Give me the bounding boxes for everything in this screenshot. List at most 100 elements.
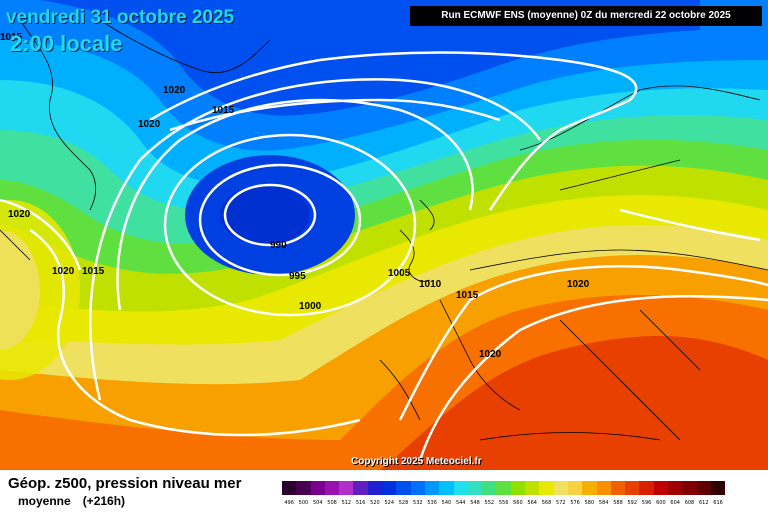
scale-tick-label: 608 [684, 500, 695, 506]
europe-north [469, 249, 768, 271]
scale-tick-label: 612 [698, 500, 709, 506]
scale-swatch [410, 481, 425, 495]
scandinavia [519, 85, 761, 151]
scale-swatch [639, 481, 654, 495]
scale-tick-label: 576 [570, 500, 580, 506]
scale-swatch [467, 481, 483, 495]
scale-swatch [424, 481, 440, 495]
pressure-label: 1000 [299, 301, 322, 312]
pressure-label: 1020 [52, 266, 75, 277]
pressure-label: 1020 [163, 85, 186, 96]
balkans [639, 309, 701, 371]
pressure-label: 1015 [456, 290, 479, 301]
scale-swatch [553, 481, 568, 495]
scale-tick-label: 536 [427, 500, 437, 506]
greenland-north [99, 19, 271, 74]
scale-tick-label: 564 [527, 500, 537, 506]
scale-swatch [682, 481, 697, 495]
scale-swatch [453, 481, 468, 495]
scale-tick-label: 596 [641, 500, 652, 506]
copyright: Copyright 2025 Meteociel.fr [351, 456, 482, 467]
scale-tick-label: 496 [284, 500, 294, 506]
run-info: Run ECMWF ENS (moyenne) 0Z du mercredi 2… [410, 6, 762, 26]
low-core-inner [220, 185, 310, 245]
chart-title: Géop. z500, pression niveau mer [8, 475, 242, 492]
scale-swatch [567, 481, 583, 495]
scale-tick-label: 532 [413, 500, 423, 506]
forecast-date: vendredi 31 octobre 2025 [6, 7, 235, 28]
greenland-coast [19, 19, 97, 211]
chart-subtitle: moyenne (+216h) [18, 494, 125, 508]
isobar-1015-north [169, 98, 501, 132]
isobar-995 [198, 163, 362, 277]
scale-swatch [696, 481, 711, 495]
subtitle-range: (+216h) [82, 494, 126, 508]
pressure-label: 1005 [388, 268, 411, 279]
map-svg: 1020 1015 1020 1020 1020 1015 990 995 10… [0, 0, 768, 470]
scale-swatch [396, 481, 411, 495]
pressure-labels: 1020 1015 1020 1020 1020 1015 990 995 10… [0, 32, 590, 360]
scale-swatch [382, 481, 397, 495]
isobar-1000 [163, 133, 417, 317]
scale-tick-label: 528 [398, 500, 409, 506]
canada-coast [0, 229, 31, 261]
scale-tick-label: 600 [656, 500, 666, 506]
isobar-1020-east [619, 208, 761, 242]
forecast-map: 1020 1015 1020 1020 1020 1015 990 995 10… [0, 0, 768, 470]
scale-tick-label: 520 [370, 500, 380, 506]
isobar-scand [488, 128, 561, 211]
scale-tick-label: 616 [713, 500, 723, 506]
color-scale-labels: 496 500 504 508 512 516 520 524 528 532 536 540 544 5… [282, 500, 725, 506]
scale-tick-label: 548 [470, 500, 480, 506]
scotland [419, 199, 435, 231]
scale-swatch [367, 481, 383, 495]
scale-tick-label: 584 [598, 500, 609, 506]
color-scale [282, 481, 726, 495]
italy [559, 319, 681, 441]
scale-tick-label: 568 [541, 500, 552, 506]
scale-swatch [510, 481, 526, 495]
pressure-label: 1020 [138, 119, 161, 130]
pressure-label: 1015 [0, 32, 23, 43]
scale-swatch [482, 481, 497, 495]
pressure-label: 1020 [8, 209, 31, 220]
isobar-1005 [116, 98, 474, 311]
scale-tick-label: 504 [312, 500, 323, 506]
isobar-990 [223, 183, 317, 247]
pressure-label: 1020 [567, 279, 590, 290]
isobar-1020-south [418, 295, 768, 461]
legend-footer: Géop. z500, pression niveau mer moyenne (… [0, 470, 768, 512]
scale-swatch [525, 481, 540, 495]
isobar-1015-south [398, 265, 768, 421]
scale-swatch [610, 481, 626, 495]
isobars [0, 51, 768, 461]
scale-swatch [625, 481, 640, 495]
scale-swatch [310, 481, 325, 495]
north-africa [479, 432, 661, 441]
scale-swatch [668, 481, 683, 495]
scale-tick-label: 516 [355, 500, 366, 506]
scale-tick-label: 592 [627, 500, 638, 506]
scale-tick-label: 512 [341, 500, 352, 506]
scale-swatch [353, 481, 368, 495]
scale-swatch [582, 481, 597, 495]
scale-tick-label: 604 [670, 500, 680, 506]
pressure-label: 1015 [82, 266, 105, 277]
subtitle-mean: moyenne [18, 494, 71, 508]
scale-tick-label: 552 [484, 500, 495, 506]
pressure-label: 1010 [419, 279, 442, 290]
scale-swatch [653, 481, 669, 495]
scale-tick-label: 500 [298, 500, 309, 506]
isobar-upper [149, 51, 638, 132]
scale-tick-label: 572 [556, 500, 566, 506]
isobar-1020-left [29, 228, 361, 437]
scale-swatch [539, 481, 554, 495]
scale-tick-label: 544 [455, 500, 466, 506]
pressure-label: 995 [289, 271, 306, 282]
scale-swatch [596, 481, 611, 495]
scale-tick-label: 524 [384, 500, 394, 506]
scale-tick-label: 560 [513, 500, 523, 506]
pressure-label: 990 [270, 240, 287, 251]
morocco-coast [379, 359, 421, 421]
